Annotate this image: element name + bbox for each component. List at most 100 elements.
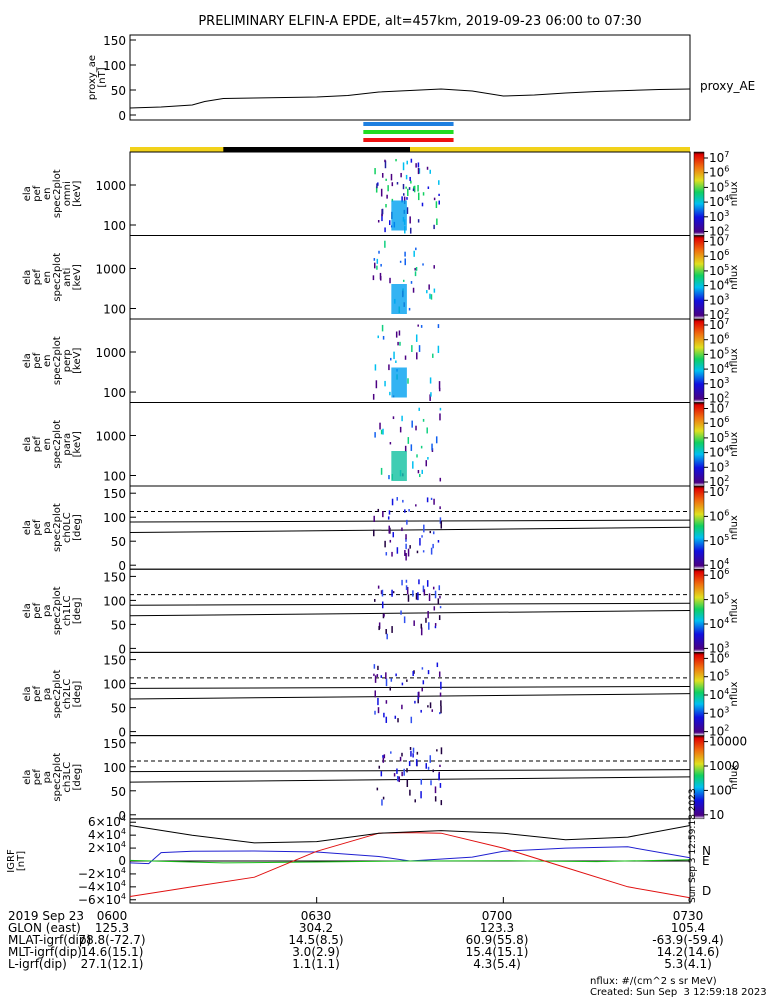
- pitch-ylabel-line: spec2plot: [52, 503, 63, 552]
- energy-ylabel-line: perp: [62, 349, 73, 372]
- igrf-series-D: [129, 832, 691, 899]
- pitch-flux-mark: [408, 509, 410, 512]
- energy-flux-mark: [433, 288, 436, 293]
- energy-3-cbar-label: 104: [709, 445, 729, 460]
- energy-flux-mark: [372, 393, 375, 400]
- energy-flux-mark: [376, 183, 378, 189]
- pitch-flux-mark: [405, 585, 408, 591]
- energy-ylabel-line: anti: [62, 268, 73, 287]
- energy-flux-mark: [398, 330, 401, 336]
- pitch-ylabel-line: ch0LC: [62, 512, 73, 543]
- pitch-flux-mark: [385, 678, 388, 687]
- pitch-flux-mark: [405, 538, 407, 542]
- energy-flux-mark: [410, 180, 412, 184]
- pitch-flux-mark: [420, 709, 422, 713]
- energy-ylabel-line: en: [42, 355, 53, 368]
- energy-flux-mark: [388, 364, 390, 371]
- igrf-series-F: [129, 825, 691, 844]
- energy-flux-mark: [376, 265, 378, 270]
- energy-flux-mark: [439, 413, 441, 421]
- pitch-ylabel-line: pa: [42, 688, 53, 700]
- pitch-flux-mark: [403, 616, 406, 624]
- energy-0-cbar-label: 104: [709, 194, 729, 209]
- energy-2-cbar-title-text: nflux: [729, 348, 740, 373]
- energy-3-cbar-label: 105: [709, 430, 729, 445]
- energy-flux-mark: [430, 392, 432, 397]
- footer-row-value: 15.4(15.1): [465, 945, 529, 959]
- pitch-flux-mark: [396, 497, 398, 501]
- pitch-flux-mark: [390, 678, 393, 682]
- energy-1-cbar-title-text: nflux: [729, 265, 740, 290]
- pitch-flux-mark: [436, 749, 438, 752]
- footer-row-value: 60.9(55.8): [465, 933, 529, 947]
- pitch-flux-mark: [426, 580, 429, 587]
- pitch-flux-mark: [404, 550, 406, 556]
- pitch-ylabel-line: spec2plot: [52, 753, 63, 802]
- pitch-flux-mark: [415, 592, 418, 600]
- pitch-ytick-label: 0: [118, 809, 126, 823]
- pitch-2-cbar-label: 106: [709, 650, 729, 665]
- pitch-flux-mark: [392, 591, 395, 594]
- igrf-ylabel: IGRF [nT]: [6, 849, 27, 873]
- pitch-flux-mark: [430, 780, 432, 786]
- energy-flux-mark: [404, 445, 407, 452]
- pitch-flux-mark: [398, 776, 401, 783]
- energy-ytick-label: 1000: [95, 263, 126, 277]
- pitch-flux-mark: [391, 626, 393, 633]
- pitch-flux-mark: [383, 614, 385, 617]
- energy-flux-mark: [429, 394, 431, 401]
- energy-flux-mark: [380, 263, 382, 267]
- pitch-ylabel-line: pef: [32, 602, 43, 619]
- energy-flux-mark: [438, 180, 440, 185]
- perpendicular-line: [129, 685, 691, 689]
- pitch-flux-mark: [417, 695, 419, 704]
- pitch-flux-mark: [439, 517, 442, 524]
- pitch-flux-mark: [414, 799, 416, 803]
- igrf-legend-D: D: [702, 884, 711, 898]
- pitch-0-cbar-label: 107: [709, 484, 729, 499]
- energy-flux-mark: [415, 247, 417, 251]
- pitch-ytick-label: 0: [118, 559, 126, 573]
- pitch-flux-mark: [415, 759, 418, 766]
- perpendicular-line: [129, 519, 691, 523]
- energy-flux-mark: [430, 294, 433, 300]
- pitch-flux-mark: [383, 754, 386, 759]
- pitch-2-colorbar: [693, 652, 705, 736]
- ae-frame: [129, 34, 691, 121]
- energy-ylabel: ela pef en spec2plot anti [keV]: [22, 253, 83, 302]
- energy-ylabel-line: en: [42, 438, 53, 451]
- footer-row-value: 14.5(8.5): [288, 933, 344, 947]
- pitch-2-cbar-label: 103: [709, 705, 729, 720]
- igrf-ytick-label: −6×104: [78, 892, 126, 907]
- energy-flux-mark: [388, 475, 390, 480]
- energy-ytick-label: 100: [103, 219, 126, 233]
- pitch-flux-mark: [433, 606, 436, 611]
- pitch-flux-mark: [407, 594, 410, 602]
- pitch-3-cbar-label: 100: [709, 783, 732, 797]
- pitch-flux-mark: [430, 497, 433, 500]
- energy-flux-mark: [417, 469, 420, 474]
- energy-flux-mark: [407, 378, 409, 384]
- pitch-ytick-label: 150: [103, 654, 126, 668]
- pitch-flux-mark: [440, 520, 443, 529]
- energy-flux-mark: [439, 477, 442, 482]
- pitch-ylabel-line: pef: [32, 686, 43, 703]
- energy-3-colorbar: [693, 402, 705, 487]
- energy-flux-mark: [422, 418, 425, 422]
- energy-flux-mark: [426, 427, 428, 434]
- energy-flux-mark: [400, 172, 402, 178]
- energy-ylabel-line: pef: [32, 436, 43, 453]
- pitch-flux-mark: [416, 751, 419, 755]
- pitch-flux-mark: [434, 625, 437, 629]
- energy-flux-mark: [417, 219, 420, 223]
- pitch-flux-mark: [380, 590, 383, 595]
- energy-flux-mark: [403, 196, 406, 204]
- energy-flux-mark: [415, 334, 418, 342]
- pitch-flux-mark: [389, 539, 392, 543]
- pitch-flux-mark: [407, 548, 410, 557]
- pitch-2-cbar-label: 105: [709, 669, 729, 684]
- energy-ylabel-line: ela: [22, 353, 33, 368]
- pitch-ytick-label: 100: [103, 761, 126, 775]
